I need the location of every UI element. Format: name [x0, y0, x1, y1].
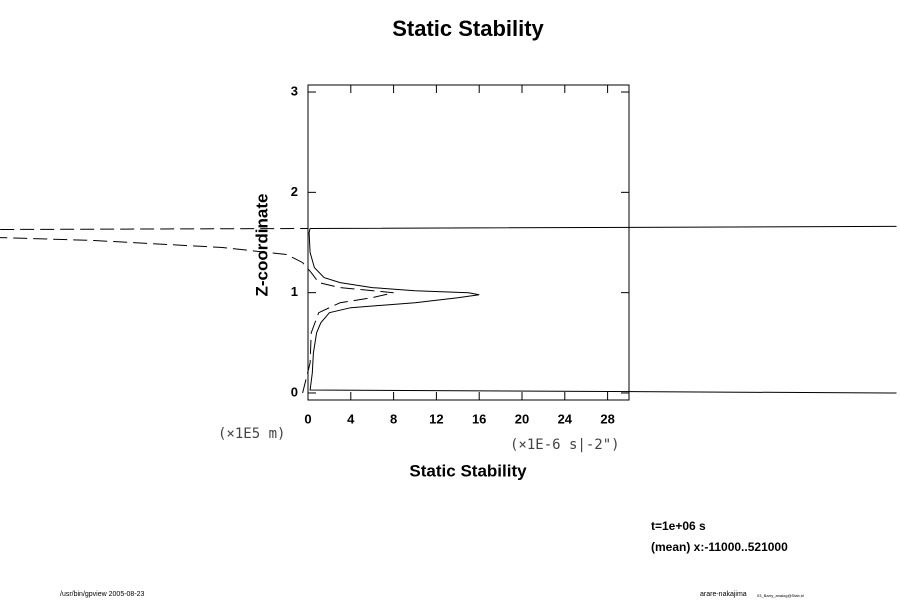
plot-frame	[307, 84, 630, 401]
profile-line	[0, 228, 394, 394]
profile-line	[308, 225, 897, 394]
x-tick-label: 24	[558, 411, 573, 426]
footer: /usr/bin/gpview 2005-08-23	[60, 591, 145, 598]
x-tick-label: 4	[347, 411, 355, 426]
annotation: t=1e+06 s	[651, 519, 706, 533]
footer: 03_Barry_analog@Stab,bl	[757, 593, 804, 598]
y-axis-label: Z-coordinate	[252, 194, 271, 297]
footer: arare-nakajima	[700, 591, 747, 598]
x-tick-label: 20	[515, 411, 529, 426]
x-tick-label: 8	[390, 411, 397, 426]
y-unit: (×1E5 m)	[218, 426, 285, 442]
x-axis-label: Static Stability	[409, 461, 527, 480]
chart-title: Static Stability	[392, 16, 544, 41]
x-tick-label: 0	[304, 411, 311, 426]
x-unit: (×1E-6 s|-2")	[510, 437, 620, 453]
annotation: (mean) x:-11000..521000	[651, 540, 788, 554]
x-tick-label: 16	[472, 411, 486, 426]
y-tick-label: 2	[291, 184, 298, 199]
x-tick-label: 28	[600, 411, 614, 426]
y-tick-label: 3	[291, 83, 298, 98]
y-tick-label: 1	[291, 284, 298, 299]
x-tick-label: 12	[429, 411, 443, 426]
y-tick-label: 0	[291, 384, 298, 399]
